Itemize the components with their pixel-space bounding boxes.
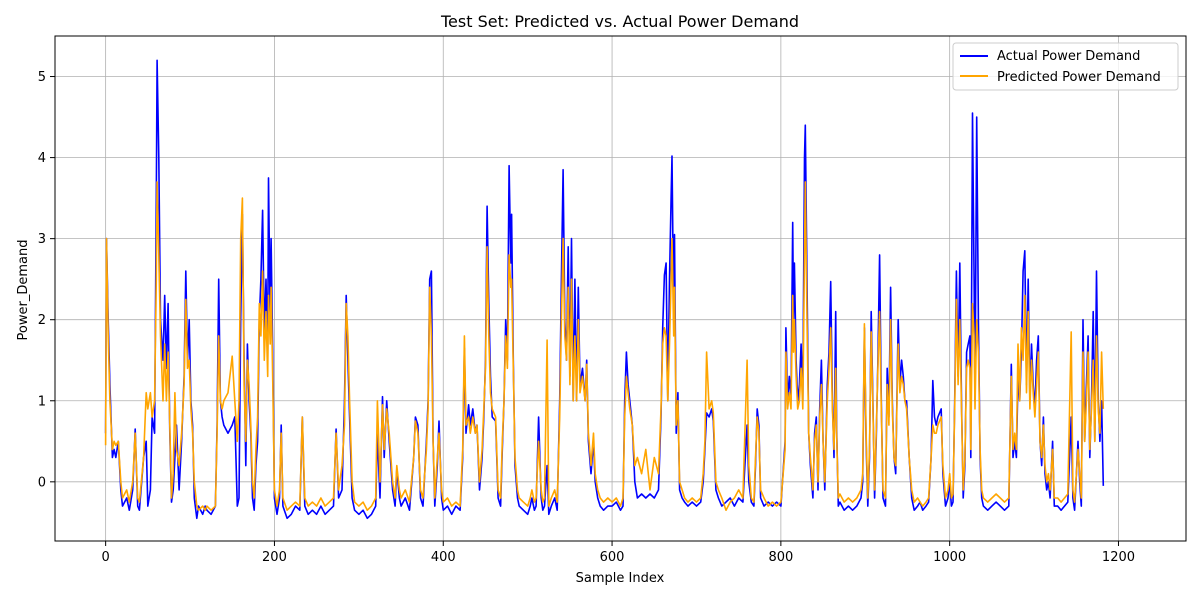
x-tick-label: 200	[262, 550, 287, 565]
legend-label-actual: Actual Power Demand	[997, 49, 1140, 64]
y-tick-label: 5	[38, 70, 46, 85]
series-line-predicted	[104, 181, 1105, 511]
legend-box	[952, 42, 1179, 91]
y-axis-label: Power_Demand	[16, 240, 31, 341]
chart-title: Test Set: Predicted vs. Actual Power Dem…	[440, 12, 799, 31]
x-tick-label: 800	[768, 550, 793, 565]
y-tick-label: 1	[38, 394, 46, 409]
series-layer	[104, 59, 1105, 520]
y-tick-label: 3	[38, 232, 46, 247]
plot-frame	[54, 35, 1187, 542]
legend-label-predicted: Predicted Power Demand	[997, 70, 1161, 85]
x-axis-label: Sample Index	[576, 571, 665, 586]
y-axis: 0 1 2 3 4 5	[38, 70, 55, 490]
x-tick-label: 400	[431, 550, 456, 565]
y-tick-label: 2	[38, 313, 46, 328]
y-tick-label: 4	[38, 151, 46, 166]
x-tick-label: 1000	[933, 550, 966, 565]
y-tick-label: 0	[38, 475, 46, 490]
legend: Actual Power Demand Predicted Power Dema…	[952, 42, 1179, 91]
x-tick-label: 0	[102, 550, 110, 565]
x-axis: 0 200 400 600 800 1000 1200	[102, 541, 1135, 565]
x-tick-label: 600	[600, 550, 625, 565]
x-tick-label: 1200	[1102, 550, 1135, 565]
